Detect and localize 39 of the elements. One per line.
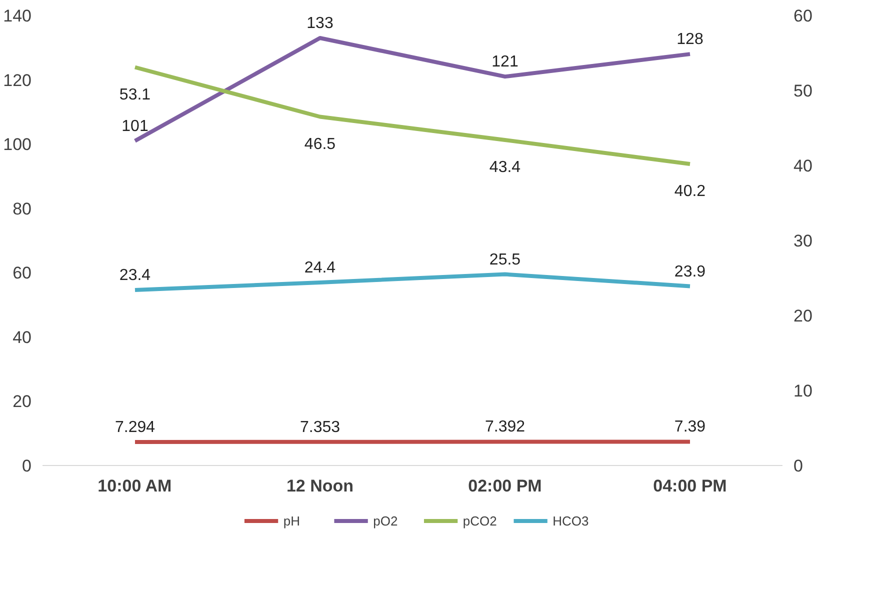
y-tick-label: 60 — [12, 264, 32, 283]
data-label: 25.5 — [489, 251, 521, 268]
y2-tick-label: 40 — [794, 156, 812, 176]
y2-tick-label: 60 — [794, 6, 812, 26]
data-label: 121 — [492, 54, 518, 71]
data-label: 7.294 — [114, 419, 156, 436]
x-tick-label: 12 Noon — [286, 476, 354, 496]
data-label: 101 — [122, 118, 148, 135]
y-tick-label: 0 — [22, 456, 32, 476]
y2-tick-label: 30 — [794, 232, 812, 250]
legend-label: HCO3 — [552, 514, 589, 528]
data-label: 7.392 — [484, 418, 526, 436]
data-label: 128 — [676, 31, 704, 48]
data-label: 7.39 — [674, 418, 706, 436]
data-label: 43.4 — [489, 159, 521, 176]
data-label: 53.1 — [119, 86, 151, 104]
x-tick-label: 04:00 PM — [653, 476, 727, 496]
y-tick-label: 140 — [3, 6, 32, 26]
data-label: 23.9 — [674, 263, 706, 280]
legend-label: pCO2 — [462, 514, 497, 528]
y2-tick-label: 50 — [794, 82, 812, 100]
data-label: 7.353 — [300, 418, 340, 436]
data-label: 40.2 — [674, 183, 706, 200]
data-label: 46.5 — [304, 136, 336, 153]
x-tick-label: 02:00 PM — [468, 476, 542, 496]
legend-label: pH — [283, 514, 300, 528]
data-label: 133 — [306, 15, 334, 32]
y-tick-label: 100 — [3, 135, 32, 154]
legend-label: pO2 — [373, 514, 398, 528]
y-tick-label: 120 — [3, 70, 32, 90]
data-label: 24.4 — [304, 260, 336, 276]
x-tick-label: 10:00 AM — [98, 476, 172, 496]
y2-tick-label: 0 — [794, 456, 803, 476]
y-tick-label: 80 — [12, 199, 32, 218]
y2-tick-label: 10 — [794, 382, 812, 400]
y-tick-label: 20 — [12, 392, 32, 412]
data-label: 23.4 — [119, 267, 151, 284]
y-tick-label: 40 — [12, 328, 32, 347]
y2-tick-label: 20 — [794, 306, 812, 326]
